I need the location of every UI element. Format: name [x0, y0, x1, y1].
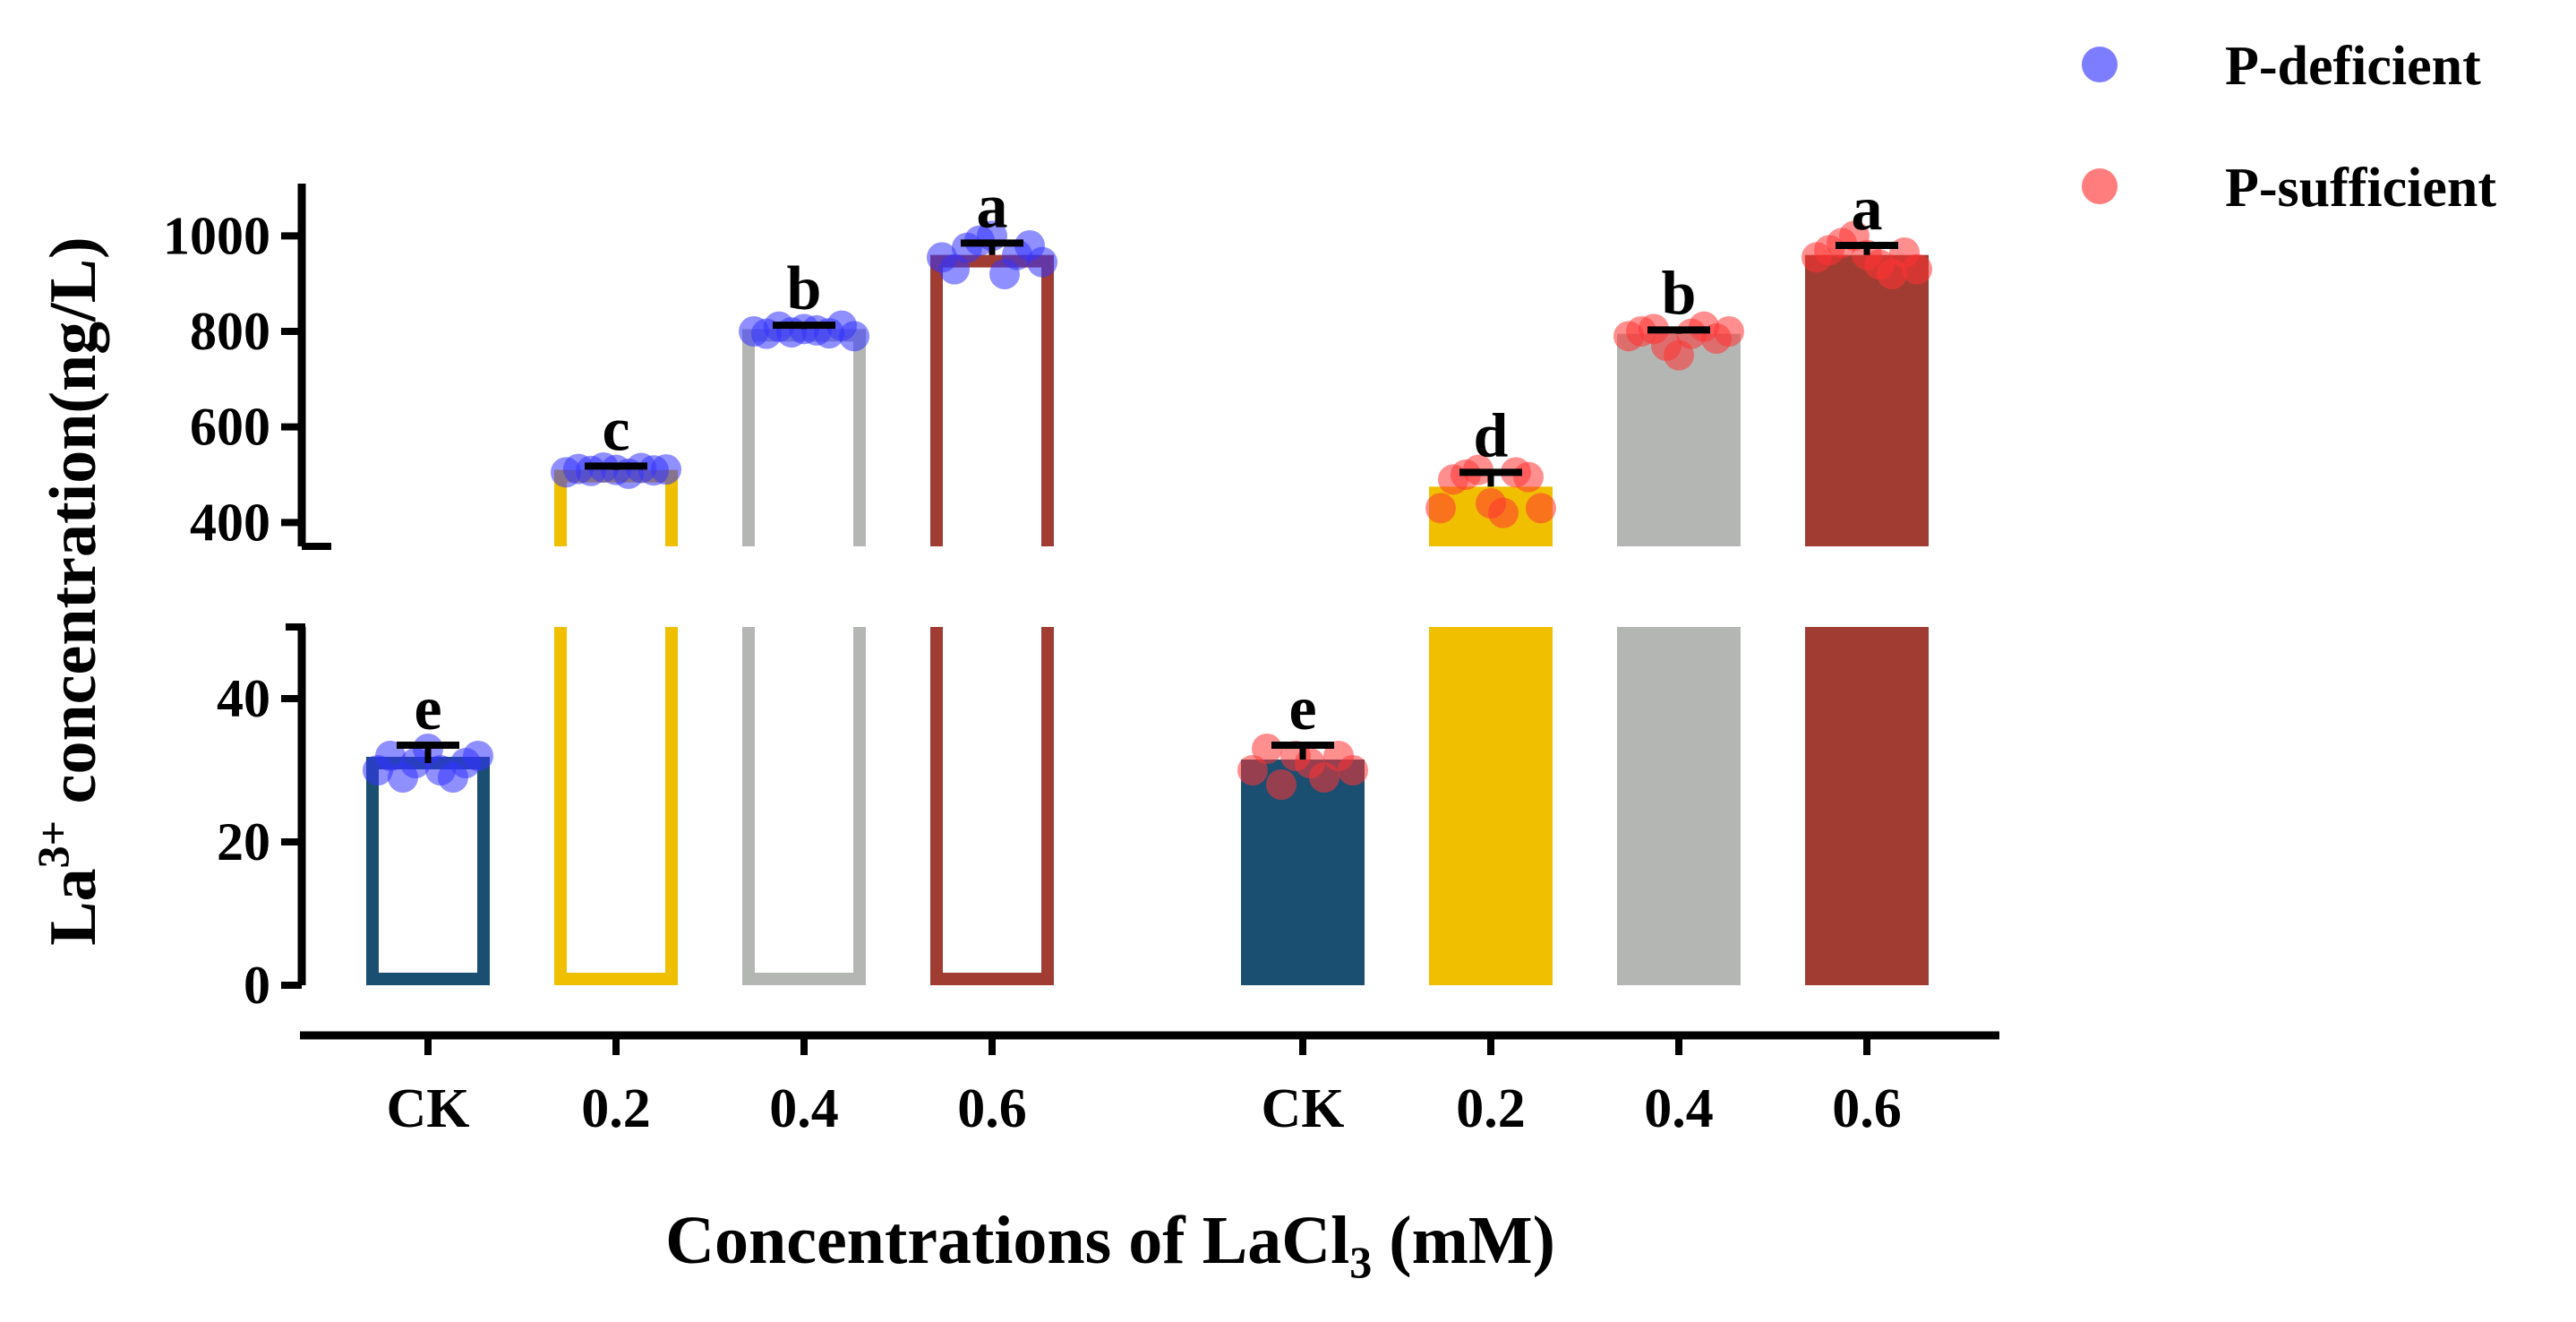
data-point — [1338, 755, 1368, 785]
data-point — [1714, 316, 1744, 347]
data-point — [1266, 769, 1297, 800]
bar-lower-part — [930, 627, 1054, 985]
significance-letter: e — [414, 674, 441, 743]
bar-upper-part — [554, 469, 678, 546]
x-tick-label: CK — [1262, 1078, 1345, 1139]
data-point — [1237, 755, 1268, 785]
x-tick-label: 0.4 — [1644, 1078, 1714, 1139]
significance-letter: e — [1288, 674, 1316, 743]
data-point — [839, 321, 869, 352]
bar — [366, 757, 490, 985]
legend-marker — [2082, 168, 2118, 204]
bar-lower-part — [1617, 627, 1741, 985]
y-tick-label: 400 — [190, 493, 270, 552]
bar-lower-part — [554, 627, 678, 985]
bar-upper-part — [930, 254, 1054, 546]
y-tick-label: 40 — [217, 669, 270, 728]
significance-letter: b — [787, 254, 822, 323]
y-axis-title: La3+ concentration(ng/L) — [28, 236, 110, 945]
significance-letter: d — [1474, 401, 1509, 470]
x-tick-label: 0.2 — [1456, 1078, 1526, 1139]
error-bars-layer — [397, 239, 1898, 763]
y-tick-label: 0 — [244, 956, 270, 1015]
bar-upper-part — [742, 329, 866, 546]
data-point — [1027, 246, 1057, 278]
y-tick-label: 20 — [217, 812, 270, 871]
data-point — [1309, 762, 1339, 793]
bar-upper-part — [1805, 254, 1929, 546]
x-tick-label: 0.4 — [769, 1078, 839, 1139]
significance-letter: c — [602, 395, 629, 464]
y-tick-label: 600 — [190, 398, 270, 457]
data-point — [1902, 253, 1932, 285]
points-layer — [363, 220, 1932, 800]
legend-label: P-sufficient — [2225, 158, 2496, 219]
data-point — [1425, 493, 1456, 524]
legend-marker — [2082, 47, 2118, 82]
y-tick-label: 1000 — [163, 206, 270, 265]
bar-lower-part — [1429, 627, 1553, 985]
y-tick-label: 800 — [190, 302, 270, 361]
axes-layer — [281, 184, 1999, 1055]
legend: P-deficient P-sufficient — [2082, 36, 2496, 219]
data-point — [1513, 461, 1544, 493]
data-point — [1252, 734, 1282, 764]
bars-layer — [366, 254, 1929, 985]
legend-label: P-deficient — [2225, 36, 2481, 97]
x-axis-title: Concentrations of LaCl3 (mM) — [665, 1203, 1555, 1287]
x-tick-label: 0.6 — [1832, 1078, 1902, 1139]
labels-layer: e c b a e d b a 0 20 40 400 600 800 1000 CK 0.2 0.4 0.6 CK 0… — [28, 172, 1902, 1287]
data-point — [1526, 493, 1556, 524]
bar-lower-part — [1805, 627, 1929, 985]
data-point — [463, 741, 493, 771]
x-tick-label: CK — [387, 1078, 470, 1139]
data-point — [1488, 497, 1519, 528]
bar — [1241, 760, 1365, 985]
significance-letter: a — [977, 172, 1008, 241]
significance-letter: a — [1852, 175, 1883, 244]
significance-letter: b — [1662, 259, 1697, 328]
bar-lower-part — [742, 627, 866, 985]
x-tick-label: 0.2 — [581, 1078, 651, 1139]
x-tick-label: 0.6 — [957, 1078, 1027, 1139]
data-point — [651, 454, 681, 485]
